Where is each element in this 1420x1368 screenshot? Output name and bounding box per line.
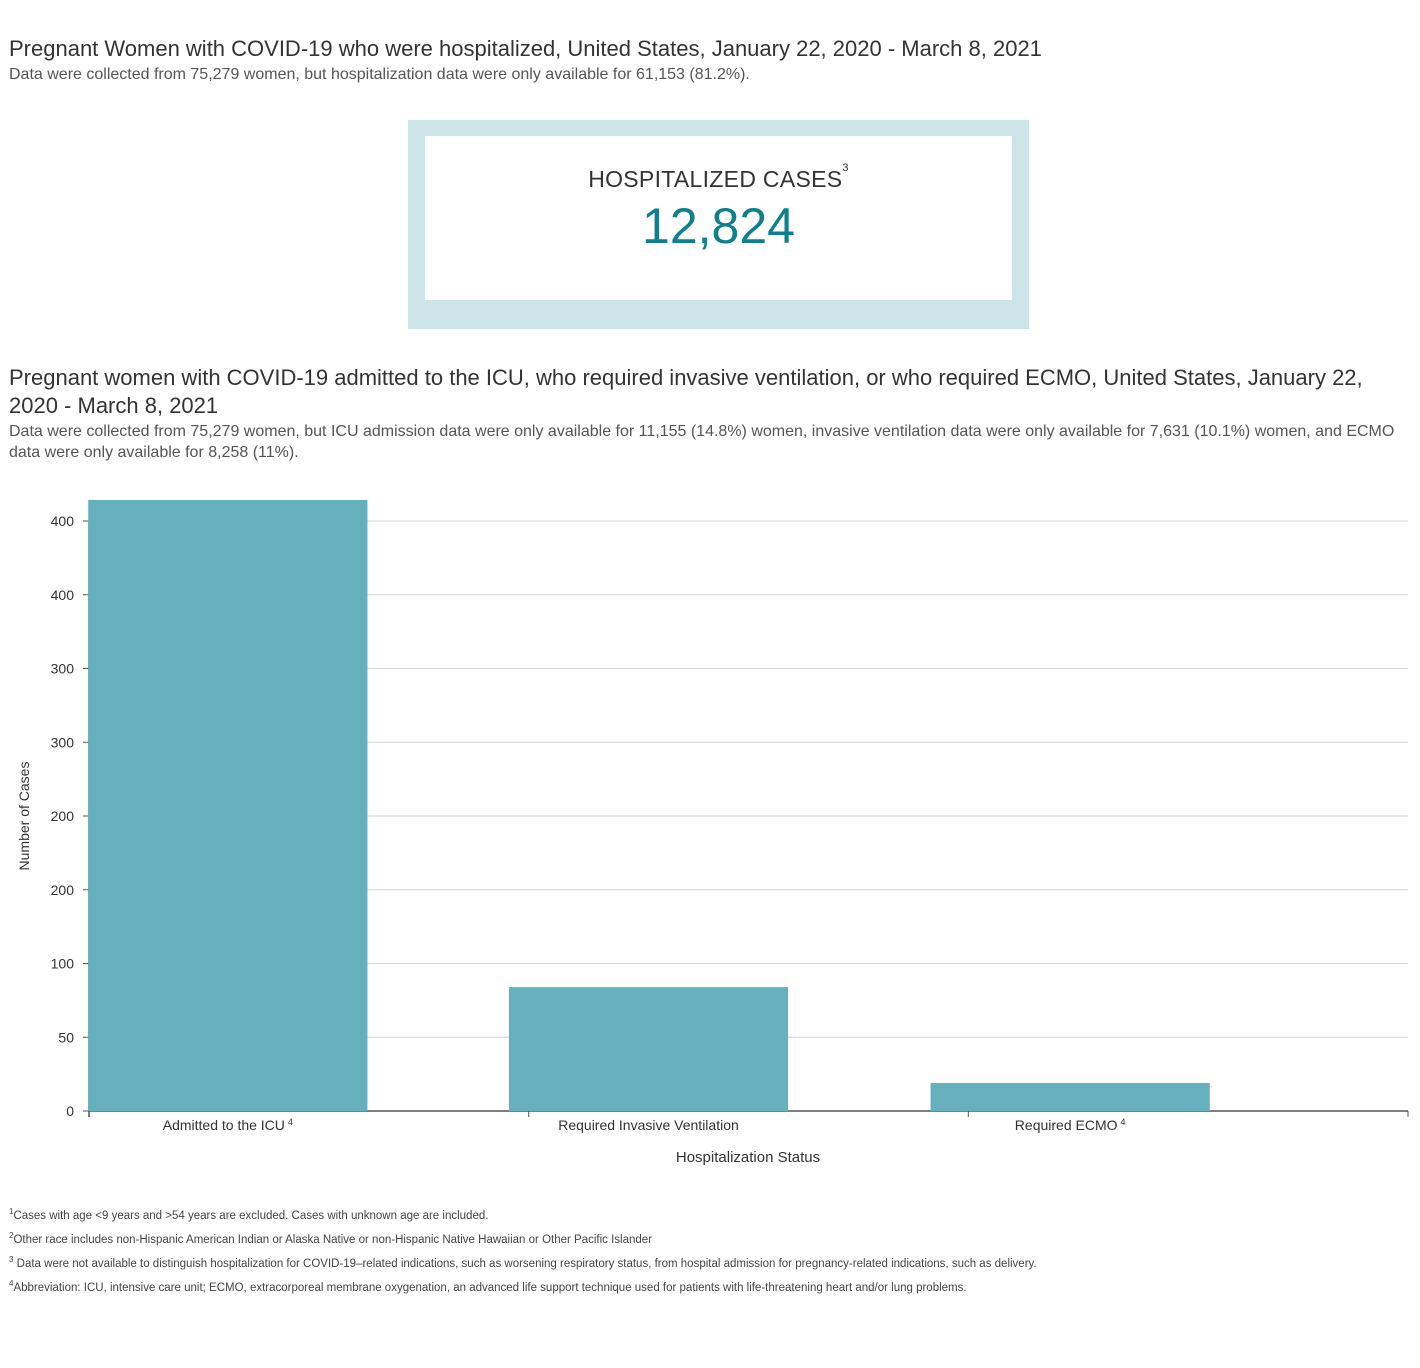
footnote: 4Abbreviation: ICU, intensive care unit;… — [9, 1279, 967, 1294]
hospitalized-cases-value: 12,824 — [642, 198, 795, 254]
footnote-number: 2 — [9, 1231, 14, 1240]
footnote-number: 1 — [9, 1207, 14, 1216]
footnote-text: Other race includes non-Hispanic America… — [13, 1233, 653, 1246]
bar — [88, 500, 368, 1111]
hospitalized-cases-label-text: HOSPITALIZED CASES — [588, 166, 843, 192]
x-tick-label: Required ECMO 4 — [1015, 1117, 1126, 1133]
bar — [508, 987, 789, 1111]
y-tick-label: 400 — [51, 587, 75, 603]
x-axis-title: Hospitalization Status — [676, 1149, 820, 1166]
footnote-text: Abbreviation: ICU, intensive care unit; … — [13, 1281, 967, 1294]
y-tick-label: 100 — [51, 956, 75, 972]
footnote: 3 Data were not available to distinguish… — [9, 1255, 1037, 1270]
bar — [930, 1082, 1210, 1111]
x-tick-label: Required Invasive Ventilation — [558, 1117, 739, 1133]
footnote-text: Data were not available to distinguish h… — [13, 1257, 1037, 1270]
hospitalized-cases-label: HOSPITALIZED CASES3 — [425, 162, 1012, 193]
y-tick-label: 400 — [51, 513, 75, 529]
footnote-text: Cases with age <9 years and >54 years ar… — [13, 1209, 489, 1222]
y-tick-label: 0 — [66, 1103, 74, 1119]
x-tick-footnote-ref: 4 — [1121, 1117, 1126, 1127]
page-subtitle: Data were collected from 75,279 women, b… — [9, 66, 750, 83]
footnote: 2Other race includes non-Hispanic Americ… — [9, 1231, 652, 1246]
y-tick-label: 200 — [51, 882, 75, 898]
hospitalized-cases-footnote-ref: 3 — [842, 162, 849, 174]
x-tick-label: Admitted to the ICU 4 — [163, 1117, 293, 1133]
footnote: 1Cases with age <9 years and >54 years a… — [9, 1207, 488, 1222]
hospitalized-cases-card: HOSPITALIZED CASES3 12,824 — [408, 120, 1029, 329]
y-axis-title: Number of Cases — [16, 762, 32, 871]
bar-chart: 0 50 100 200 200 300 300 400 400 Admitted to the … — [16, 500, 1409, 1166]
chart-title: Pregnant women with COVID-19 admitted to… — [9, 365, 1363, 418]
footnote-number: 4 — [9, 1279, 14, 1288]
hospitalized-cases-card-inner: HOSPITALIZED CASES3 12,824 — [425, 136, 1012, 300]
y-tick-label: 300 — [51, 661, 75, 677]
y-tick-label: 50 — [58, 1029, 74, 1045]
x-tick-footnote-ref: 4 — [288, 1117, 293, 1127]
chart-subtitle: Data were collected from 75,279 women, b… — [9, 423, 1395, 461]
page-title: Pregnant Women with COVID-19 who were ho… — [9, 36, 1042, 61]
footnote-number: 3 — [9, 1255, 14, 1264]
y-tick-label: 300 — [51, 734, 75, 750]
y-tick-label: 200 — [51, 808, 75, 824]
